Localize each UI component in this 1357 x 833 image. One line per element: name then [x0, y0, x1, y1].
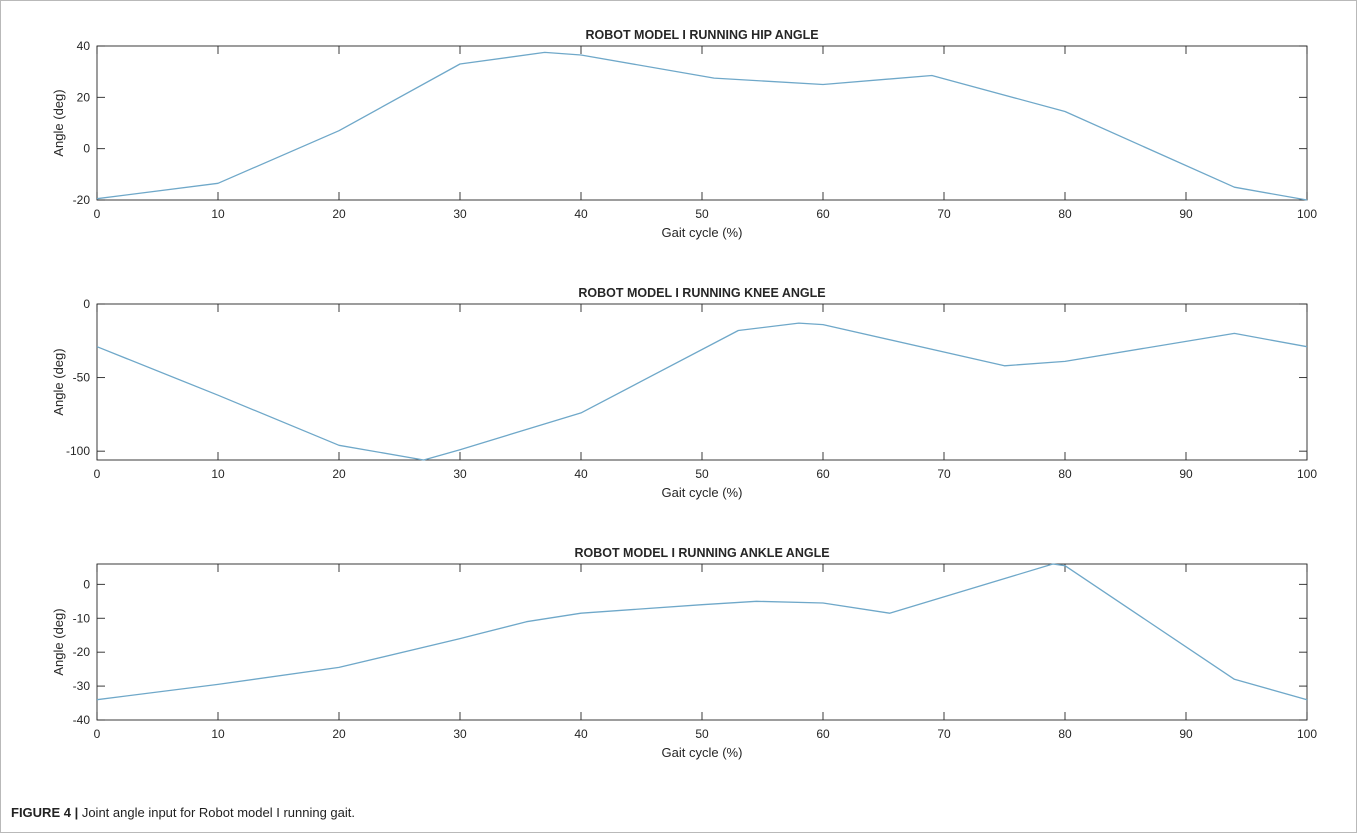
figure-caption-text: Joint angle input for Robot model I runn… — [81, 805, 355, 820]
y-tick-label-ankle: 0 — [83, 577, 90, 591]
x-tick-label-knee: 100 — [1297, 467, 1317, 481]
y-tick-label-ankle: -20 — [73, 645, 91, 659]
x-axis-label-ankle: Gait cycle (%) — [662, 745, 743, 760]
x-tick-label-knee: 80 — [1058, 467, 1072, 481]
x-tick-label-knee: 20 — [332, 467, 346, 481]
x-tick-label-ankle: 80 — [1058, 727, 1072, 741]
axes-box-hip — [96, 45, 1308, 201]
y-axis-label-knee: Angle (deg) — [51, 348, 66, 415]
x-tick-label-ankle: 100 — [1297, 727, 1317, 741]
x-tick-label-knee: 10 — [211, 467, 225, 481]
y-tick-label-hip: 20 — [77, 90, 91, 104]
x-tick-label-ankle: 70 — [937, 727, 951, 741]
y-axis-label-ankle: Angle (deg) — [51, 608, 66, 675]
x-tick-label-knee: 0 — [94, 467, 101, 481]
x-tick-label-hip: 60 — [816, 207, 830, 221]
y-tick-label-knee: 0 — [83, 297, 90, 311]
x-tick-label-ankle: 0 — [94, 727, 101, 741]
x-tick-label-knee: 50 — [695, 467, 709, 481]
chart-title-ankle: ROBOT MODEL I RUNNING ANKLE ANGLE — [574, 546, 829, 560]
x-tick-label-hip: 80 — [1058, 207, 1072, 221]
figure-caption-label: FIGURE 4 | — [11, 805, 79, 820]
x-tick-label-knee: 30 — [453, 467, 467, 481]
x-tick-label-ankle: 10 — [211, 727, 225, 741]
y-tick-label-hip: 40 — [77, 39, 91, 53]
x-tick-label-knee: 60 — [816, 467, 830, 481]
y-tick-label-ankle: -40 — [73, 713, 91, 727]
x-tick-label-knee: 90 — [1179, 467, 1193, 481]
x-tick-label-hip: 50 — [695, 207, 709, 221]
x-tick-label-hip: 0 — [94, 207, 101, 221]
x-tick-label-ankle: 90 — [1179, 727, 1193, 741]
x-axis-label-hip: Gait cycle (%) — [662, 225, 743, 240]
x-tick-label-hip: 10 — [211, 207, 225, 221]
figure-caption: FIGURE 4 | Joint angle input for Robot m… — [11, 805, 355, 820]
x-tick-label-knee: 70 — [937, 467, 951, 481]
y-tick-label-knee: -100 — [66, 444, 90, 458]
x-tick-label-hip: 100 — [1297, 207, 1317, 221]
axes-box-ankle — [96, 563, 1308, 721]
axes-box-knee — [96, 303, 1308, 461]
x-tick-label-ankle: 30 — [453, 727, 467, 741]
y-tick-label-hip: -20 — [73, 193, 91, 207]
y-tick-label-knee: -50 — [73, 371, 91, 385]
x-tick-label-ankle: 50 — [695, 727, 709, 741]
x-tick-label-ankle: 40 — [574, 727, 588, 741]
chart-title-hip: ROBOT MODEL I RUNNING HIP ANGLE — [585, 28, 818, 42]
y-tick-label-ankle: -10 — [73, 611, 91, 625]
y-tick-label-ankle: -30 — [73, 679, 91, 693]
chart-title-knee: ROBOT MODEL I RUNNING KNEE ANGLE — [578, 286, 825, 300]
x-tick-label-hip: 70 — [937, 207, 951, 221]
x-tick-label-hip: 30 — [453, 207, 467, 221]
plot-knee: 0 10 20 30 40 50 60 70 80 90 100 -100 -50 0 ROBOT MODE… — [51, 286, 1317, 500]
x-tick-label-ankle: 60 — [816, 727, 830, 741]
x-tick-label-hip: 20 — [332, 207, 346, 221]
x-axis-label-knee: Gait cycle (%) — [662, 485, 743, 500]
x-tick-label-hip: 90 — [1179, 207, 1193, 221]
y-tick-label-hip: 0 — [83, 142, 90, 156]
series-line-ankle — [96, 563, 1308, 701]
x-tick-label-knee: 40 — [574, 467, 588, 481]
series-line-hip — [96, 51, 1308, 201]
x-tick-label-ankle: 20 — [332, 727, 346, 741]
x-tick-label-hip: 40 — [574, 207, 588, 221]
plot-ankle: 0 10 20 30 40 50 60 70 80 90 100 -40 -30 -20 -10 0 ROBOT… — [51, 546, 1317, 760]
y-axis-label-hip: Angle (deg) — [51, 89, 66, 156]
series-line-knee — [96, 322, 1308, 461]
